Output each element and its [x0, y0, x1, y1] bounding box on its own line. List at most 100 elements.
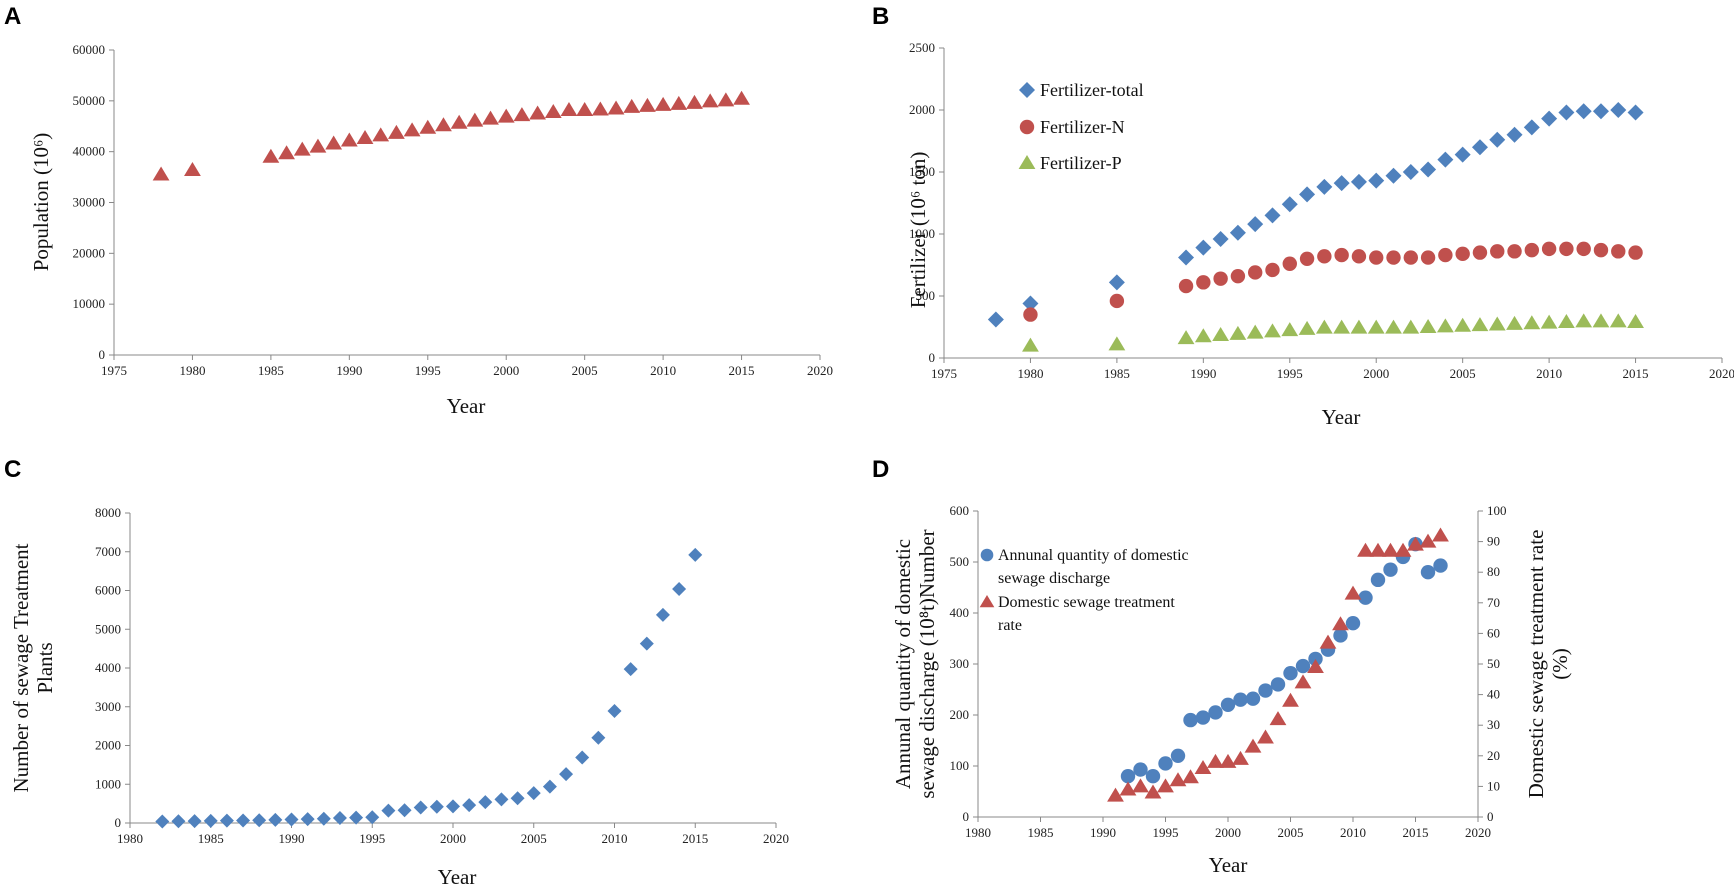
data-point: [655, 607, 670, 622]
panel-d: D 0 100 200 300 400 500 600 0 10 20 30 40 50 60 70 80 9…: [872, 456, 1572, 877]
data-point: [510, 791, 525, 806]
right-y-axis-title-line-1: Domestic sewage treatment rate: [1524, 530, 1548, 799]
data-point: [1627, 314, 1644, 329]
data-point: [733, 90, 750, 105]
data-point: [1265, 262, 1280, 278]
x-tick-label: 2000: [1215, 825, 1241, 840]
y-tick-label: 8000: [95, 505, 121, 520]
data-point: [1299, 186, 1316, 203]
y-tick-label: 50: [1487, 656, 1500, 671]
y-tick-label: 300: [950, 656, 970, 671]
data-point: [1455, 246, 1470, 262]
data-point: [349, 810, 364, 825]
data-point: [1264, 207, 1281, 224]
data-point: [1385, 319, 1402, 334]
data-point: [1350, 173, 1367, 190]
y-tick-label: 600: [950, 503, 970, 518]
data-point: [293, 141, 311, 156]
panel-c: C 0 1000 2000 3000 4000 5000 6000 7000 8000 1980…: [4, 456, 789, 889]
data-point: [1319, 634, 1337, 649]
data-point: [435, 117, 452, 132]
data-point: [1541, 241, 1557, 257]
data-point: [187, 814, 202, 829]
data-point: [1158, 756, 1173, 771]
data-point: [1523, 315, 1541, 330]
data-point: [1350, 319, 1368, 334]
data-point: [1437, 151, 1454, 168]
data-point: [1610, 102, 1627, 118]
y-tick-label: 200: [950, 707, 970, 722]
data-point: [381, 803, 396, 818]
data-point: [494, 792, 509, 807]
data-point: [1386, 250, 1401, 265]
legend: Fertilizer-total Fertilizer-N Fertilizer…: [1018, 80, 1144, 173]
y-tick-label: 60000: [73, 42, 106, 57]
data-point: [1230, 268, 1246, 284]
x-tick-label: 2010: [650, 363, 676, 378]
data-point: [1394, 542, 1412, 557]
data-point: [1144, 784, 1162, 799]
x-tick-label: 1980: [117, 831, 143, 846]
data-point: [1576, 241, 1591, 257]
x-tick-label: 1975: [931, 366, 957, 381]
x-tick-label: 2000: [1363, 366, 1389, 381]
data-point: [1194, 328, 1212, 343]
data-point: [1232, 750, 1249, 765]
data-point: [1109, 293, 1125, 309]
data-point: [1369, 250, 1384, 265]
data-point: [252, 813, 267, 828]
y-axis-title-line-2: Plants: [33, 642, 57, 693]
panel-a: A 0 10000 20000 30000 40000 50000 60000 1975 19…: [4, 3, 833, 418]
data-point: [1196, 275, 1211, 290]
data-point: [1120, 769, 1136, 784]
data-point: [340, 132, 358, 147]
x-tick-label: 2010: [1536, 366, 1562, 381]
data-point: [419, 119, 437, 134]
legend: Annunal quantity of domestic sewage disc…: [979, 547, 1189, 634]
data-point: [1344, 585, 1362, 600]
data-point: [1248, 265, 1263, 280]
x-axis-title: Year: [1209, 853, 1248, 877]
data-point: [717, 92, 735, 107]
data-point: [1575, 103, 1592, 120]
legend-label-fertilizer-p: Fertilizer-P: [1040, 153, 1122, 173]
data-point: [1022, 337, 1039, 352]
data-point: [1334, 247, 1349, 263]
data-point: [155, 814, 170, 829]
data-point: [203, 813, 218, 828]
data-point: [1298, 320, 1316, 335]
x-tick-label: 2020: [763, 831, 789, 846]
legend-label-discharge-line-2: sewage discharge: [998, 570, 1110, 587]
y-tick-label: 1000: [909, 226, 935, 241]
x-axis-title: Year: [1322, 405, 1361, 429]
legend-marker: [980, 548, 994, 562]
data-point: [560, 101, 578, 116]
x-tick-label: 2005: [572, 363, 598, 378]
data-point: [686, 94, 703, 109]
left-y-axis-title-line-1: Annunal quantity of domestic: [891, 539, 915, 789]
data-point: [559, 767, 574, 782]
data-point: [1454, 146, 1471, 163]
x-tick-label: 1980: [1017, 366, 1043, 381]
data-point: [365, 810, 380, 825]
x-tick-label: 2015: [729, 363, 755, 378]
data-point: [1628, 245, 1643, 260]
data-point: [1558, 104, 1575, 121]
data-point: [1177, 330, 1195, 345]
data-point: [184, 161, 201, 176]
data-point: [1383, 562, 1398, 577]
data-point: [1244, 738, 1262, 753]
data-point: [1133, 762, 1148, 777]
data-point: [1308, 651, 1323, 667]
legend-label-treatment-rate-line-2: rate: [998, 617, 1022, 634]
data-point: [1178, 249, 1195, 266]
x-tick-label: 2015: [1623, 366, 1649, 381]
data-point: [1506, 315, 1523, 330]
data-point: [1145, 769, 1161, 784]
x-tick-label: 2005: [521, 831, 547, 846]
data-point: [1592, 103, 1609, 120]
y-tick-label: 90: [1487, 534, 1500, 549]
data-point: [1229, 224, 1246, 241]
data-point: [1333, 319, 1351, 334]
